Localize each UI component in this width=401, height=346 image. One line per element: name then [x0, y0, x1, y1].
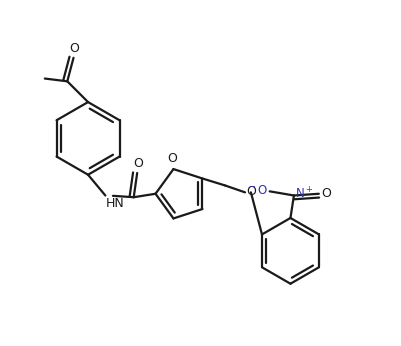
Text: O: O: [133, 157, 143, 170]
Text: $^-$O: $^-$O: [247, 184, 268, 197]
Text: O: O: [246, 185, 256, 198]
Text: O: O: [167, 152, 177, 165]
Text: O: O: [69, 42, 79, 55]
Text: O: O: [321, 186, 331, 200]
Text: HN: HN: [106, 197, 125, 210]
Text: N$^+$: N$^+$: [295, 186, 313, 201]
